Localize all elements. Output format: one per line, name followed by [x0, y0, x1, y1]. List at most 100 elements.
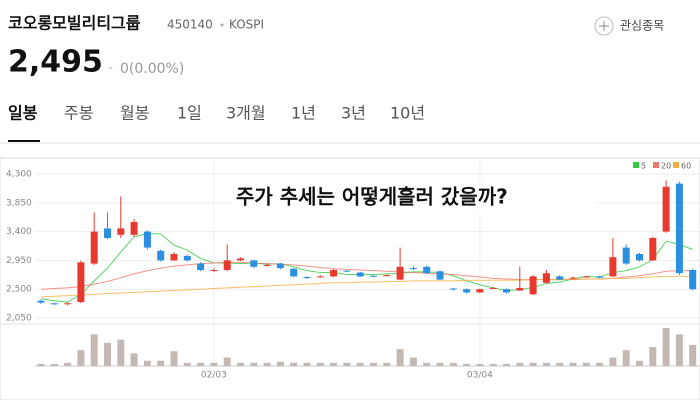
period-tab[interactable]: 3개월: [226, 104, 266, 123]
candle-body: [64, 303, 72, 305]
volume-bar: [77, 350, 85, 366]
dash: -: [108, 60, 113, 76]
volume-bar: [356, 362, 364, 366]
candle-body: [276, 263, 284, 269]
volume-bar: [503, 363, 510, 366]
candle-body: [582, 276, 590, 278]
candle-body: [157, 250, 165, 261]
legend-label: 60: [681, 162, 691, 171]
volume-bar: [689, 344, 697, 366]
candle-body: [542, 273, 550, 283]
period-tab[interactable]: 1년: [291, 104, 316, 123]
volume-bar: [50, 363, 58, 366]
moving-average: [40, 275, 693, 298]
volume-bar: [636, 360, 643, 366]
x-tick-label: 02/03: [201, 371, 227, 381]
period-tab[interactable]: 10년: [390, 104, 425, 123]
volume-bar: [476, 363, 484, 366]
candle-body: [689, 270, 697, 290]
candle-body: [316, 276, 324, 278]
volume-bar: [582, 362, 590, 366]
candle-body: [290, 268, 298, 277]
candle-body: [77, 262, 85, 302]
volume-bar: [463, 363, 471, 366]
candle-body: [569, 277, 577, 279]
candle-body: [343, 270, 351, 272]
legend-swatch: [633, 162, 639, 168]
volume-bar: [423, 362, 431, 366]
stock-name: 코오롱모빌리티그룹: [8, 14, 141, 33]
candle-body: [117, 228, 125, 235]
x-tick-label: 03/04: [467, 371, 493, 381]
stock-code: 450140: [167, 18, 213, 32]
candle-body: [423, 266, 431, 274]
volume-bar: [237, 362, 244, 366]
volume-bar: [649, 347, 657, 366]
volume-bar: [104, 342, 111, 366]
candle-body: [463, 289, 471, 293]
candle-body: [383, 275, 391, 277]
y-tick-label: 2,950: [6, 256, 32, 266]
period-tab[interactable]: 월봉: [120, 104, 149, 123]
candle-body: [303, 277, 311, 279]
candle-body: [250, 260, 258, 267]
candle-body: [197, 263, 205, 270]
candle-body: [556, 276, 564, 280]
volume-bar: [223, 357, 231, 366]
period-tab[interactable]: 1일: [177, 104, 202, 123]
candle-body: [170, 254, 178, 261]
watch-button[interactable]: 관심종목: [620, 19, 664, 33]
candle-body: [503, 289, 510, 293]
volume-bar: [529, 362, 537, 366]
legend-label: 20: [661, 162, 671, 171]
volume-bar: [263, 362, 271, 366]
volume-bar: [343, 362, 351, 366]
y-tick-label: 3,400: [6, 227, 32, 237]
candle-body: [516, 287, 524, 291]
candle-body: [356, 272, 364, 277]
period-tab[interactable]: 3년: [341, 104, 366, 123]
volume-bar: [449, 362, 457, 366]
volume-bar: [330, 362, 338, 366]
candle-body: [436, 271, 444, 280]
volume-bar: [64, 362, 72, 366]
volume-bar: [396, 349, 404, 366]
volume-bar: [183, 362, 191, 366]
candle-body: [90, 231, 98, 264]
y-tick-label: 2,050: [6, 314, 32, 324]
candle-body: [529, 276, 537, 295]
legend-label: 5: [641, 162, 646, 171]
candle-body: [476, 289, 484, 293]
price: 2,495: [8, 45, 103, 80]
overlay-text: 주가 추세는 어떻게흘러 갔을까?: [236, 185, 508, 209]
candle-body: [210, 270, 218, 271]
volume-bar: [370, 362, 377, 366]
volume-bar: [117, 339, 125, 366]
watch-icon[interactable]: [594, 16, 614, 36]
volume-bar: [622, 350, 630, 366]
volume-bar: [596, 362, 604, 366]
volume-bar: [143, 360, 151, 366]
candle-body: [223, 260, 231, 270]
candle-body: [37, 300, 45, 303]
candle-body: [409, 268, 417, 270]
candle-body: [489, 287, 497, 289]
period-tab[interactable]: 주봉: [64, 104, 93, 123]
volume-bar: [197, 362, 205, 366]
candle-body: [609, 257, 617, 277]
candle-body: [396, 266, 404, 280]
volume-bar: [157, 360, 165, 366]
price-change: 0(0.00%): [120, 61, 184, 77]
period-tab[interactable]: 일봉: [8, 104, 38, 123]
volume-bar: [409, 357, 417, 366]
y-tick-label: 3,850: [6, 198, 32, 208]
candle-body: [237, 258, 244, 261]
candle-body: [662, 186, 670, 232]
candle-body: [596, 276, 604, 278]
volume-bar: [675, 334, 683, 366]
volume-bar: [210, 362, 218, 366]
volume-bar: [542, 362, 550, 366]
market: KOSPI: [229, 18, 264, 32]
candle-body: [636, 254, 643, 261]
legend-swatch: [653, 162, 659, 168]
